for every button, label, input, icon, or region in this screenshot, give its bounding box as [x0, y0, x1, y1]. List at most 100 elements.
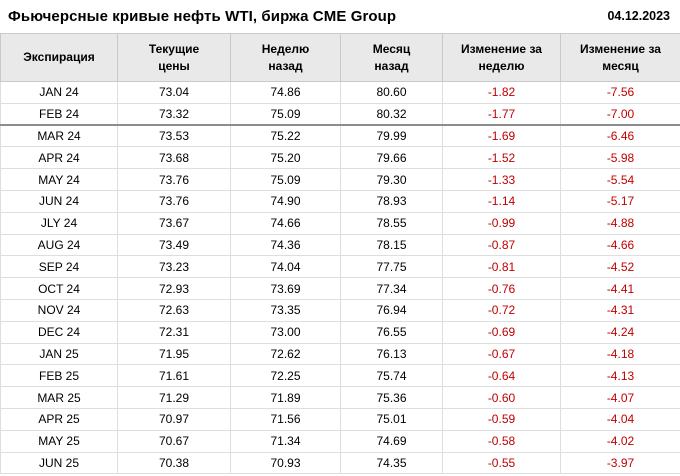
report-date: 04.12.2023 — [607, 9, 670, 23]
current-price-cell: 73.53 — [117, 124, 231, 148]
month-change-cell: -5.17 — [560, 189, 680, 213]
table-body: JAN 24 73.04 74.86 80.60 -1.82 -7.56 FEB 24 73.… — [0, 81, 680, 475]
month-change-cell: -4.02 — [560, 429, 680, 453]
current-price-cell: 73.68 — [117, 146, 231, 170]
month-change-cell: -5.98 — [560, 146, 680, 170]
current-price-cell: 70.67 — [117, 429, 231, 453]
month-change-cell: -7.00 — [560, 102, 680, 127]
month-change-cell: -7.56 — [560, 81, 680, 104]
table-row: MAY 24 73.76 75.09 79.30 -1.33 -5.54 — [0, 168, 680, 191]
week-change-cell: -1.77 — [442, 102, 561, 127]
week-change-cell: -0.81 — [442, 255, 561, 279]
month-change-cell: -5.54 — [560, 168, 680, 191]
week-change-cell: -0.67 — [442, 342, 561, 366]
column-header-month-ago: Месяц назад — [340, 33, 443, 82]
week-change-cell: -0.76 — [442, 277, 561, 300]
month-change-cell: -4.31 — [560, 298, 680, 322]
table-row: AUG 24 73.49 74.36 78.15 -0.87 -4.66 — [0, 233, 680, 257]
month-ago-cell: 75.01 — [340, 407, 443, 431]
current-price-cell: 73.49 — [117, 233, 231, 257]
week-ago-cell: 70.93 — [230, 451, 341, 475]
current-price-cell: 73.23 — [117, 255, 231, 279]
current-price-cell: 73.76 — [117, 189, 231, 213]
month-change-cell: -3.97 — [560, 451, 680, 475]
week-ago-cell: 72.25 — [230, 364, 341, 388]
column-header-current-price: Текущие цены — [117, 33, 231, 82]
column-header-week-change: Изменение за неделю — [442, 33, 561, 82]
month-ago-cell: 80.32 — [340, 102, 443, 127]
week-change-cell: -1.82 — [442, 81, 561, 104]
table-row: JUN 24 73.76 74.90 78.93 -1.14 -5.17 — [0, 189, 680, 213]
week-change-cell: -0.87 — [442, 233, 561, 257]
week-change-cell: -0.99 — [442, 211, 561, 235]
week-ago-cell: 71.34 — [230, 429, 341, 453]
expiration-cell: NOV 24 — [0, 298, 118, 322]
week-change-cell: -1.14 — [442, 189, 561, 213]
table-row: MAR 25 71.29 71.89 75.36 -0.60 -4.07 — [0, 386, 680, 409]
week-change-cell: -1.69 — [442, 124, 561, 148]
month-ago-cell: 74.35 — [340, 451, 443, 475]
month-change-cell: -6.46 — [560, 124, 680, 148]
expiration-cell: JUN 24 — [0, 189, 118, 213]
expiration-cell: JAN 24 — [0, 81, 118, 104]
expiration-cell: DEC 24 — [0, 320, 118, 344]
table-row: FEB 25 71.61 72.25 75.74 -0.64 -4.13 — [0, 364, 680, 388]
month-ago-cell: 79.66 — [340, 146, 443, 170]
current-price-cell: 71.61 — [117, 364, 231, 388]
week-ago-cell: 71.56 — [230, 407, 341, 431]
week-ago-cell: 74.36 — [230, 233, 341, 257]
table-row: MAY 25 70.67 71.34 74.69 -0.58 -4.02 — [0, 429, 680, 453]
week-ago-cell: 75.22 — [230, 124, 341, 148]
week-change-cell: -0.58 — [442, 429, 561, 453]
month-change-cell: -4.13 — [560, 364, 680, 388]
current-price-cell: 72.31 — [117, 320, 231, 344]
table-row: FEB 24 73.32 75.09 80.32 -1.77 -7.00 — [0, 102, 680, 127]
futures-table: Экспирация Текущие цены Неделю назад Месяц … — [0, 33, 680, 475]
current-price-cell: 73.76 — [117, 168, 231, 191]
week-ago-cell: 71.89 — [230, 386, 341, 409]
table-row: NOV 24 72.63 73.35 76.94 -0.72 -4.31 — [0, 298, 680, 322]
column-header-week-ago: Неделю назад — [230, 33, 341, 82]
week-ago-cell: 73.00 — [230, 320, 341, 344]
week-ago-cell: 74.66 — [230, 211, 341, 235]
month-ago-cell: 77.75 — [340, 255, 443, 279]
current-price-cell: 72.93 — [117, 277, 231, 300]
table-row: SEP 24 73.23 74.04 77.75 -0.81 -4.52 — [0, 255, 680, 279]
month-ago-cell: 77.34 — [340, 277, 443, 300]
table-row: JAN 25 71.95 72.62 76.13 -0.67 -4.18 — [0, 342, 680, 366]
week-change-cell: -0.55 — [442, 451, 561, 475]
current-price-cell: 72.63 — [117, 298, 231, 322]
expiration-cell: OCT 24 — [0, 277, 118, 300]
month-ago-cell: 75.74 — [340, 364, 443, 388]
table-row: JAN 24 73.04 74.86 80.60 -1.82 -7.56 — [0, 81, 680, 104]
table-header-row: Экспирация Текущие цены Неделю назад Месяц … — [0, 33, 680, 82]
week-ago-cell: 75.09 — [230, 102, 341, 127]
table-row: APR 25 70.97 71.56 75.01 -0.59 -4.04 — [0, 407, 680, 431]
week-change-cell: -1.33 — [442, 168, 561, 191]
table-row: APR 24 73.68 75.20 79.66 -1.52 -5.98 — [0, 146, 680, 170]
month-ago-cell: 76.94 — [340, 298, 443, 322]
week-ago-cell: 75.20 — [230, 146, 341, 170]
table-row: OCT 24 72.93 73.69 77.34 -0.76 -4.41 — [0, 277, 680, 300]
month-ago-cell: 74.69 — [340, 429, 443, 453]
week-ago-cell: 73.35 — [230, 298, 341, 322]
current-price-cell: 73.04 — [117, 81, 231, 104]
month-ago-cell: 76.13 — [340, 342, 443, 366]
current-price-cell: 73.67 — [117, 211, 231, 235]
month-ago-cell: 79.99 — [340, 124, 443, 148]
expiration-cell: JLY 24 — [0, 211, 118, 235]
month-change-cell: -4.88 — [560, 211, 680, 235]
current-price-cell: 70.97 — [117, 407, 231, 431]
month-ago-cell: 78.55 — [340, 211, 443, 235]
week-change-cell: -0.59 — [442, 407, 561, 431]
expiration-cell: JAN 25 — [0, 342, 118, 366]
week-ago-cell: 73.69 — [230, 277, 341, 300]
month-ago-cell: 78.93 — [340, 189, 443, 213]
month-change-cell: -4.52 — [560, 255, 680, 279]
expiration-cell: MAR 24 — [0, 124, 118, 148]
expiration-cell: MAY 24 — [0, 168, 118, 191]
week-change-cell: -0.64 — [442, 364, 561, 388]
month-ago-cell: 76.55 — [340, 320, 443, 344]
column-header-expiration: Экспирация — [0, 33, 118, 82]
